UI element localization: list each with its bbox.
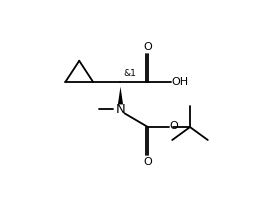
Polygon shape — [118, 87, 123, 104]
Text: N: N — [116, 103, 125, 116]
Text: O: O — [144, 157, 152, 167]
Text: &1: &1 — [123, 69, 136, 78]
Text: O: O — [169, 121, 178, 131]
Text: OH: OH — [171, 77, 188, 87]
Text: O: O — [144, 42, 152, 52]
